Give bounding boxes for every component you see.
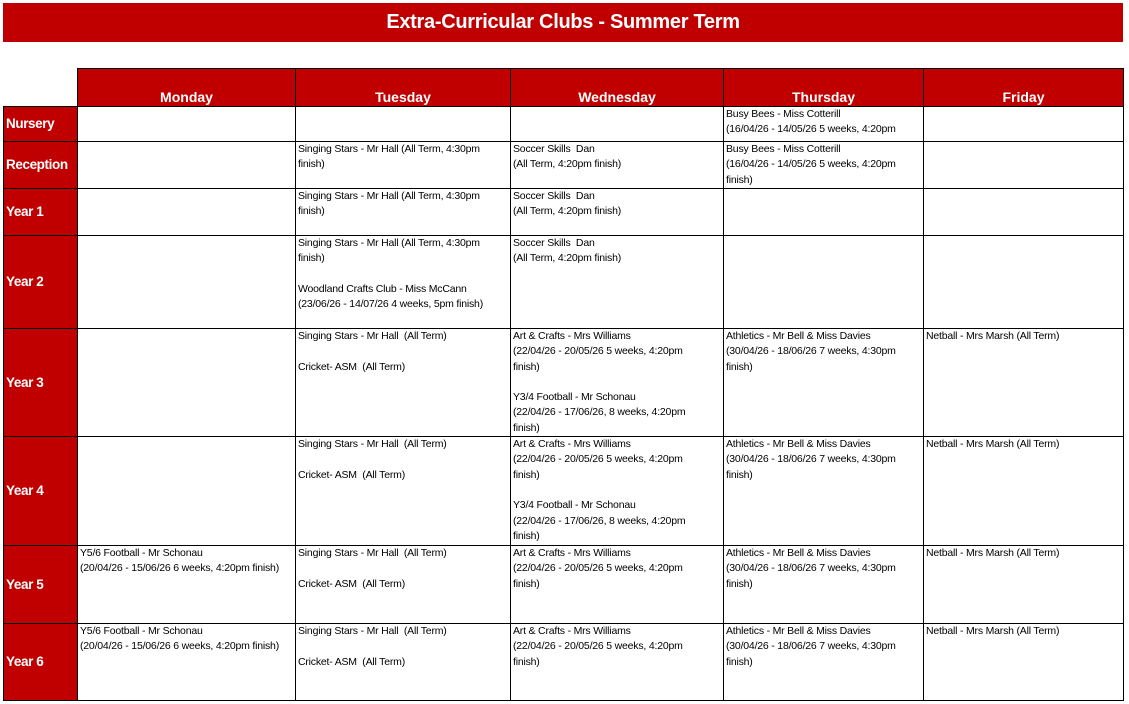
row-header: Year 6 [3,623,78,702]
table-row: Year 5 Y5/6 Football - Mr Schonau (20/04/… [3,545,1124,625]
day-header-wednesday: Wednesday [510,68,724,107]
club-cell: Soccer Skills Dan (All Term, 4:20pm fini… [510,141,724,189]
club-cell: Y5/6 Football - Mr Schonau (20/04/26 - 1… [77,623,296,702]
club-cell: Busy Bees - Miss Cotterill (16/04/26 - 1… [723,106,924,142]
row-header: Year 4 [3,436,78,547]
row-header: Year 2 [3,235,78,329]
club-cell [295,106,511,142]
club-cell: Athletics - Mr Bell & Miss Davies (30/04… [723,436,924,547]
table-row: Year 6 Y5/6 Football - Mr Schonau (20/04/… [3,623,1124,702]
day-header-tuesday: Tuesday [295,68,511,107]
club-cell: Athletics - Mr Bell & Miss Davies (30/04… [723,545,924,625]
club-cell [923,141,1124,189]
table-row: Year 3 Singing Stars - Mr Hall (All Term)… [3,327,1124,438]
row-header: Year 5 [3,545,78,625]
club-cell: Athletics - Mr Bell & Miss Davies (30/04… [723,327,924,438]
day-header-thursday: Thursday [723,68,924,107]
page-title: Extra-Curricular Clubs - Summer Term [3,3,1123,42]
corner-cell [3,68,78,107]
row-header: Year 1 [3,188,78,236]
table-row: Year 2 Singing Stars - Mr Hall (All Term,… [3,235,1124,329]
club-cell: Singing Stars - Mr Hall (All Term) Crick… [295,545,511,625]
club-cell [723,188,924,236]
club-cell [77,106,296,142]
header-row: Monday Tuesday Wednesday Thursday Friday [3,68,1124,107]
club-cell: Y5/6 Football - Mr Schonau (20/04/26 - 1… [77,545,296,625]
table-row: Reception Singing Stars - Mr Hall (All Te… [3,141,1124,189]
table-row: Year 1 Singing Stars - Mr Hall (All Term,… [3,188,1124,236]
row-header: Year 3 [3,327,78,438]
club-cell: Art & Crafts - Mrs Williams (22/04/26 - … [510,436,724,547]
club-cell [923,235,1124,329]
club-cell [77,436,296,547]
day-header-monday: Monday [77,68,296,107]
row-header: Reception [3,141,78,189]
club-cell: Soccer Skills Dan (All Term, 4:20pm fini… [510,188,724,236]
club-cell: Singing Stars - Mr Hall (All Term, 4:30p… [295,235,511,329]
club-cell: Busy Bees - Miss Cotterill (16/04/26 - 1… [723,141,924,189]
club-cell [923,188,1124,236]
club-cell [510,106,724,142]
club-cell: Singing Stars - Mr Hall (All Term, 4:30p… [295,188,511,236]
club-cell: Singing Stars - Mr Hall (All Term) Crick… [295,327,511,438]
day-header-friday: Friday [923,68,1124,107]
club-cell [723,235,924,329]
club-cell [77,327,296,438]
club-cell: Art & Crafts - Mrs Williams (22/04/26 - … [510,327,724,438]
clubs-timetable: Monday Tuesday Wednesday Thursday Friday… [3,68,1124,702]
club-cell: Soccer Skills Dan (All Term, 4:20pm fini… [510,235,724,329]
row-header: Nursery [3,106,78,142]
club-cell: Netball - Mrs Marsh (All Term) [923,623,1124,702]
club-cell: Singing Stars - Mr Hall (All Term) Crick… [295,623,511,702]
club-cell: Netball - Mrs Marsh (All Term) [923,545,1124,625]
club-cell: Singing Stars - Mr Hall (All Term) Crick… [295,436,511,547]
club-cell [923,106,1124,142]
club-cell [77,235,296,329]
club-cell: Art & Crafts - Mrs Williams (22/04/26 - … [510,623,724,702]
club-cell: Athletics - Mr Bell & Miss Davies (30/04… [723,623,924,702]
club-cell: Singing Stars - Mr Hall (All Term, 4:30p… [295,141,511,189]
club-cell: Netball - Mrs Marsh (All Term) [923,436,1124,547]
club-cell [77,141,296,189]
table-row: Year 4 Singing Stars - Mr Hall (All Term)… [3,436,1124,547]
club-cell: Art & Crafts - Mrs Williams (22/04/26 - … [510,545,724,625]
club-cell [77,188,296,236]
table-row: Nursery Busy Bees - Miss Cotterill (16/04… [3,106,1124,142]
club-cell: Netball - Mrs Marsh (All Term) [923,327,1124,438]
